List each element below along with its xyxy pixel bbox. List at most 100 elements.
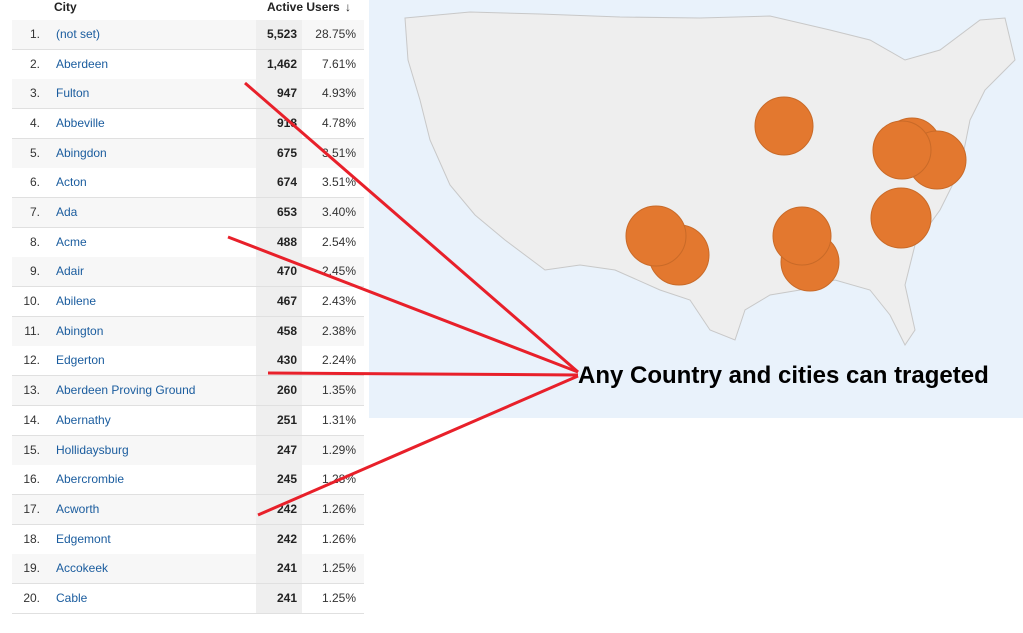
arrow: [227, 235, 579, 374]
city-markers: [625, 96, 967, 292]
user-share: 2.43%: [321, 294, 356, 309]
user-share: 1.29%: [321, 442, 356, 457]
user-share: 3.40%: [321, 205, 356, 220]
users-cell-bg: [256, 79, 302, 109]
city-link[interactable]: Edgerton: [56, 353, 105, 368]
row-index: 1.: [29, 27, 40, 41]
city-link[interactable]: Abilene: [56, 294, 97, 309]
table-row: 7. Ada 653 3.40%: [12, 198, 364, 229]
city-marker[interactable]: [625, 205, 687, 267]
city-link[interactable]: Aberdeen Proving Ground: [56, 383, 196, 398]
active-users: 247: [276, 442, 297, 457]
user-share: 2.24%: [321, 353, 356, 368]
users-cell-bg: [256, 138, 302, 168]
users-cell-bg: [256, 20, 302, 49]
user-share: 1.26%: [321, 531, 356, 546]
city-link[interactable]: Acme: [56, 234, 87, 249]
users-cell-bg: [256, 524, 302, 554]
city-link[interactable]: Abington: [56, 323, 104, 338]
active-users: 488: [276, 234, 297, 249]
user-share: 7.61%: [321, 56, 356, 71]
users-cell-bg: [256, 287, 302, 317]
users-cell-bg: [256, 583, 302, 613]
users-cell-bg: [256, 465, 302, 495]
row-index: 5.: [29, 145, 40, 160]
city-link[interactable]: Aberdeen: [56, 56, 109, 71]
active-users: 5,523: [266, 27, 297, 41]
users-cell-bg: [256, 346, 302, 376]
row-index: 2.: [29, 56, 40, 71]
active-users: 241: [276, 590, 297, 605]
city-marker[interactable]: [754, 96, 814, 156]
active-users: 470: [276, 264, 297, 279]
row-index: 6.: [29, 175, 40, 190]
row-index: 16.: [23, 472, 40, 487]
user-share: 28.75%: [315, 27, 356, 41]
column-header[interactable]: City: [54, 0, 77, 14]
users-cell-bg: [256, 405, 302, 435]
user-share: 4.78%: [321, 116, 356, 131]
user-share: 1.26%: [321, 501, 356, 516]
arrow: [257, 374, 579, 517]
active-users: 430: [276, 353, 297, 368]
active-users: 245: [276, 472, 297, 487]
city-link[interactable]: Hollidaysburg: [56, 442, 129, 457]
us-map: [404, 11, 1016, 346]
table-row: 8. Acme 488 2.54%: [12, 227, 364, 258]
users-cell-bg: [256, 554, 302, 584]
users-cell-bg: [256, 168, 302, 198]
table-row: 11. Abington 458 2.38%: [12, 316, 364, 347]
sort-icon[interactable]: ↓: [345, 0, 351, 14]
row-index: 13.: [23, 383, 40, 398]
active-users: 947: [276, 86, 297, 101]
row-index: 19.: [23, 561, 40, 576]
user-share: 1.35%: [321, 383, 356, 398]
row-index: 9.: [29, 264, 40, 279]
city-marker[interactable]: [772, 206, 832, 266]
table-row: 16. Abercrombie 245 1.28%: [12, 465, 364, 496]
row-index: 14.: [23, 412, 40, 427]
table-row: 5. Abingdon 675 3.51%: [12, 138, 364, 169]
active-users: 467: [276, 294, 297, 309]
city-marker[interactable]: [872, 120, 932, 180]
active-users: 251: [276, 412, 297, 427]
active-users: 260: [276, 383, 297, 398]
row-index: 4.: [29, 116, 40, 131]
active-users: 1,462: [266, 56, 297, 71]
table-row: 10. Abilene 467 2.43%: [12, 287, 364, 318]
city-link[interactable]: Acton: [56, 175, 87, 190]
city-link[interactable]: Abingdon: [56, 145, 107, 160]
active-users: 653: [276, 205, 297, 220]
city-link[interactable]: Adair: [56, 264, 85, 279]
arrow: [267, 371, 579, 377]
city-link[interactable]: Fulton: [56, 86, 90, 101]
city-link[interactable]: Ada: [56, 205, 78, 220]
table-row: 20. Cable 241 1.25%: [12, 583, 364, 614]
active-users: 674: [276, 175, 297, 190]
row-index: 11.: [24, 323, 40, 338]
table-row: 18. Edgemont 242 1.26%: [12, 524, 364, 555]
table-row: 4. Abbeville 918 4.78%: [12, 109, 364, 140]
city-link[interactable]: Abercrombie: [56, 472, 125, 487]
user-share: 4.93%: [321, 86, 356, 101]
city-link[interactable]: Abbeville: [56, 116, 105, 131]
active-users: 675: [276, 145, 297, 160]
row-index: 10.: [23, 294, 40, 309]
column-header[interactable]: Active Users: [267, 0, 340, 14]
table-row: 12. Edgerton 430 2.24%: [12, 346, 364, 377]
city-link[interactable]: Cable: [56, 590, 88, 605]
active-users: 458: [276, 323, 297, 338]
table-row: 2. Aberdeen 1,462 7.61%: [12, 49, 364, 80]
row-index: 8.: [29, 234, 40, 249]
row-index: 12.: [23, 353, 40, 368]
city-link[interactable]: Abernathy: [56, 412, 111, 427]
table-row: 13. Aberdeen Proving Ground 260 1.35%: [12, 376, 364, 407]
city-link[interactable]: Acworth: [56, 501, 100, 516]
table-row: 15. Hollidaysburg 247 1.29%: [12, 435, 364, 466]
city-link[interactable]: Edgemont: [56, 531, 111, 546]
city-marker[interactable]: [870, 187, 932, 249]
city-link[interactable]: (not set): [56, 27, 101, 41]
city-link[interactable]: Accokeek: [56, 561, 109, 576]
